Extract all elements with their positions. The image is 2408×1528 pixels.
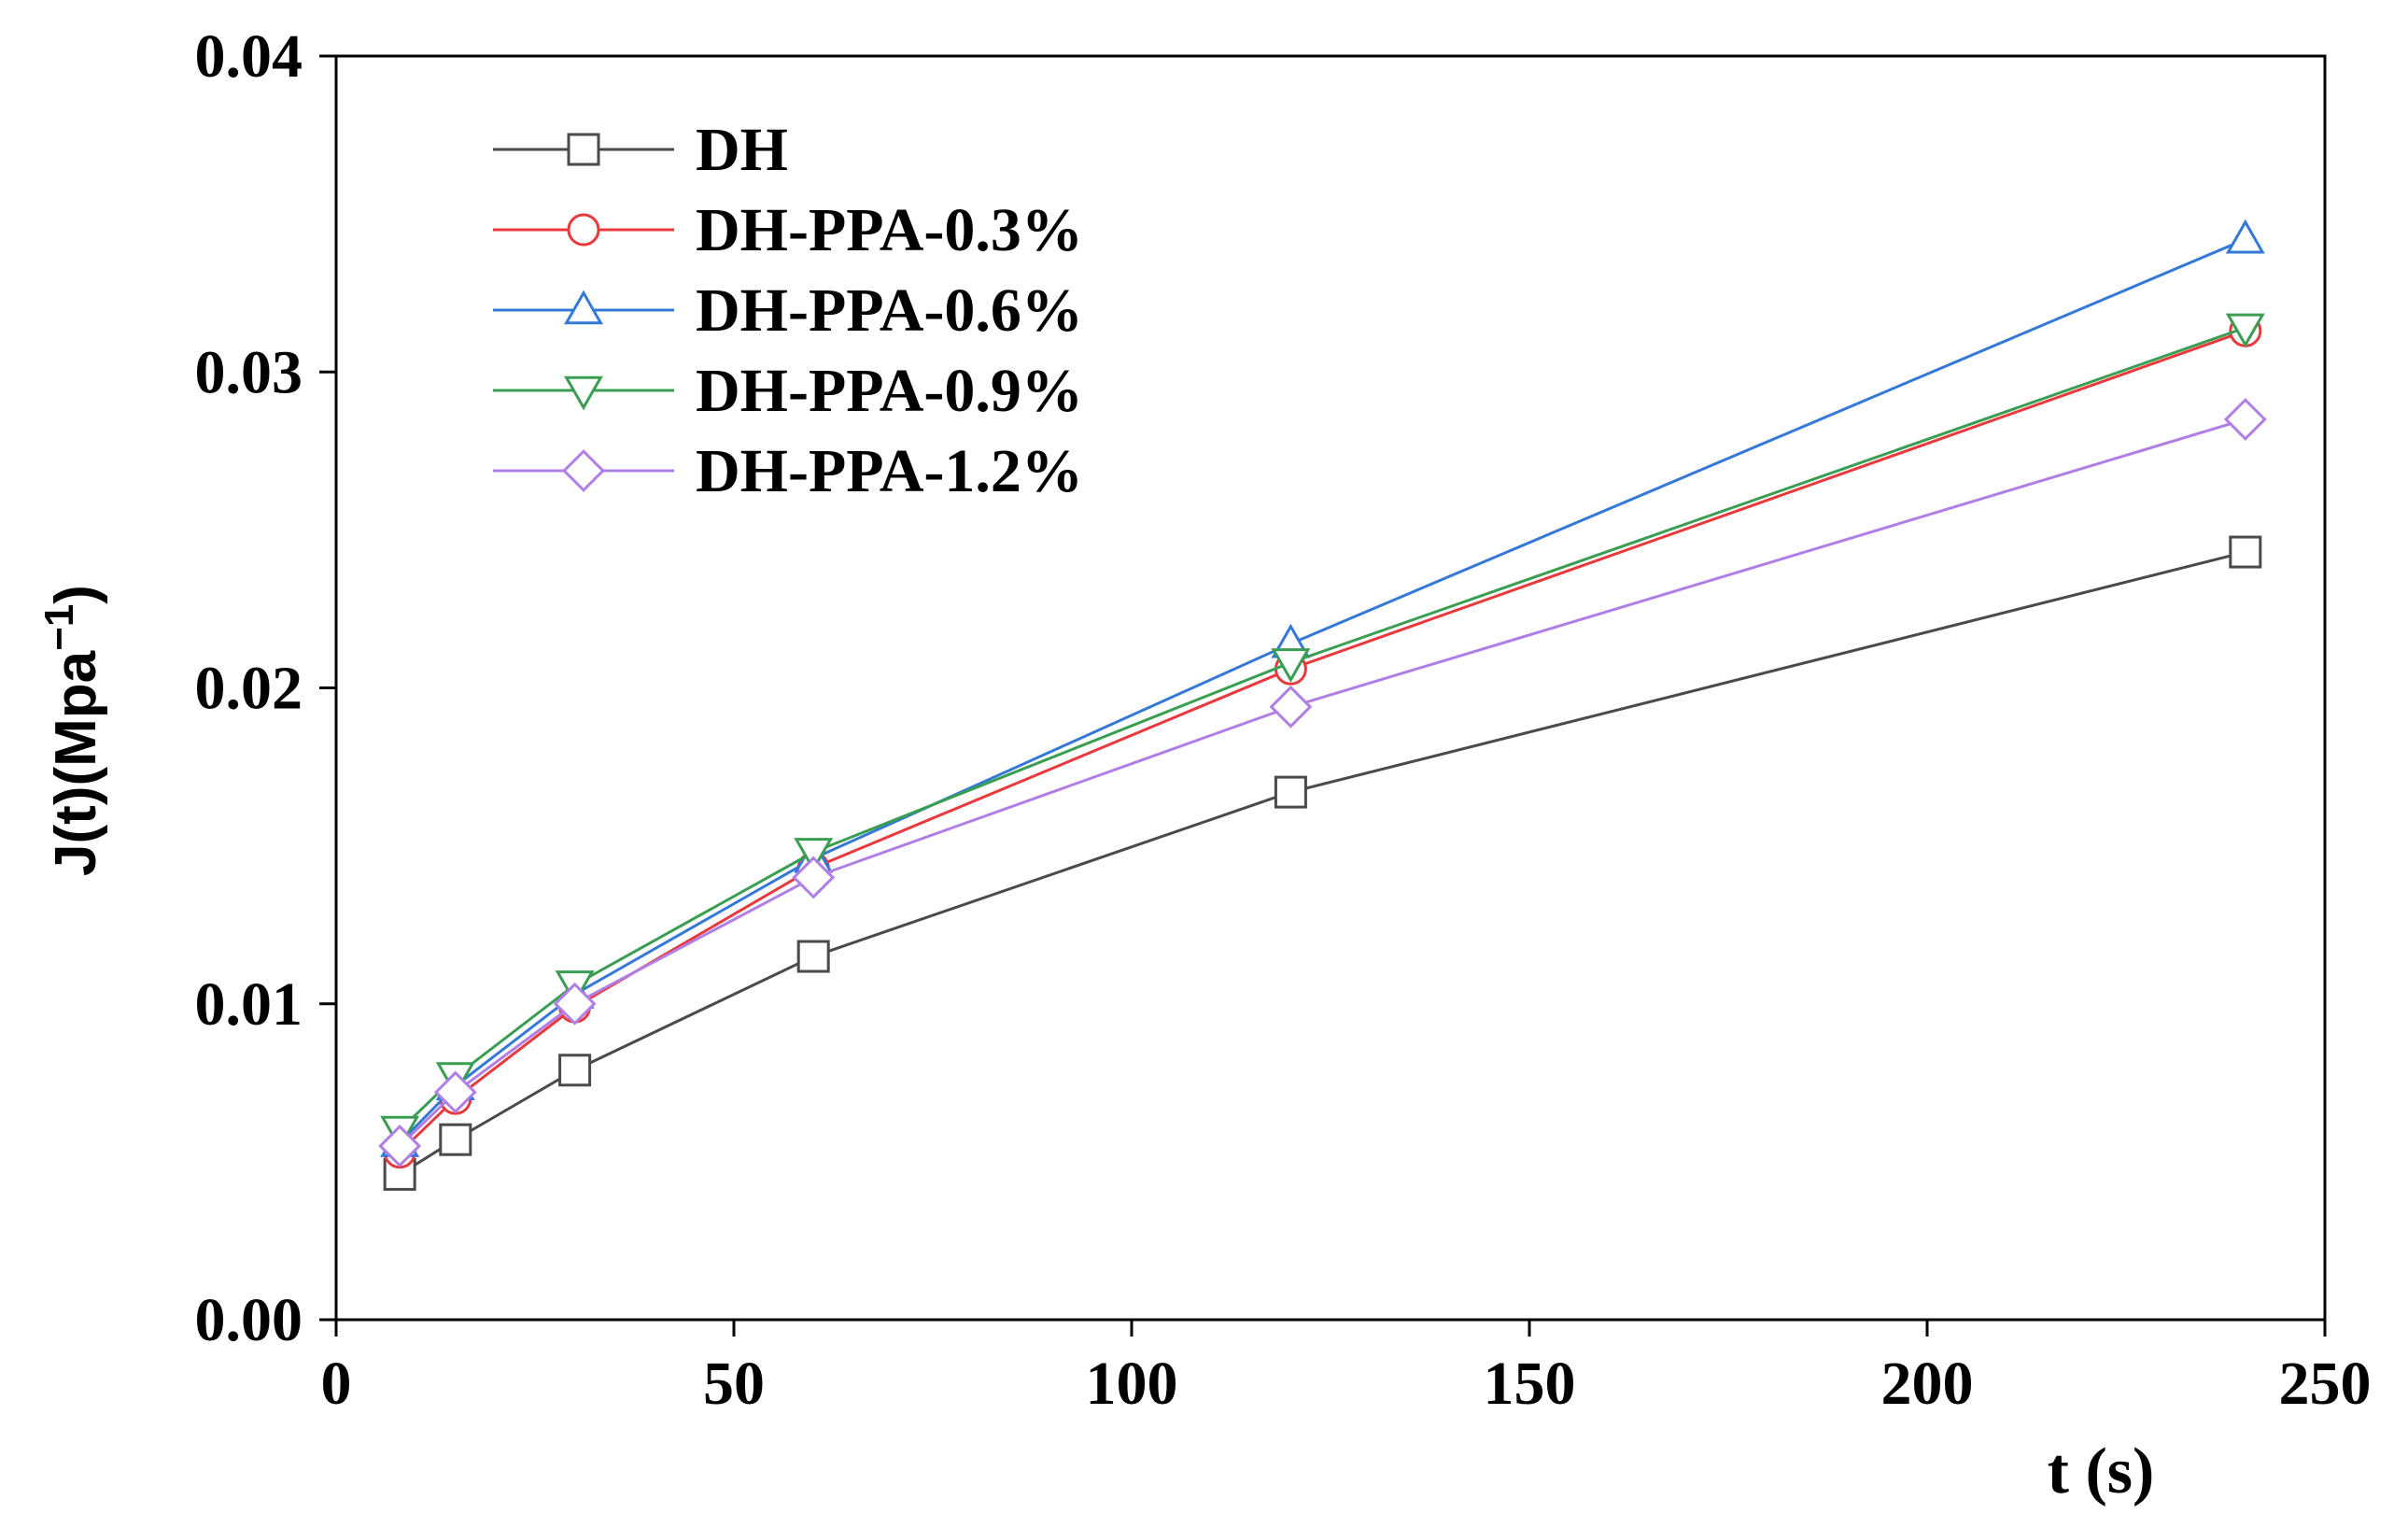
y-axis-title-main: J(t)(Mpa	[44, 650, 108, 876]
x-tick-label: 200	[1881, 1350, 1974, 1418]
data-point	[2225, 219, 2265, 254]
legend-item: DH-PPA-0.6%	[493, 276, 1083, 345]
x-tick-label: 0	[321, 1350, 352, 1418]
series-dh-ppa-0-6-	[380, 219, 2265, 1157]
y-tick-label: 0.00	[195, 1286, 303, 1354]
legend-label: DH	[696, 116, 788, 184]
data-point	[378, 1125, 422, 1167]
data-point	[553, 982, 597, 1026]
y-axis-title-superscript: −1	[36, 604, 82, 651]
series-dh-ppa-0-9-	[380, 313, 2265, 1151]
data-point	[796, 940, 830, 973]
data-point	[433, 1070, 477, 1114]
series-dh-ppa-0-3-	[383, 314, 2262, 1169]
legend-label: DH-PPA-1.2%	[696, 437, 1083, 505]
legend-item: DH	[493, 116, 788, 184]
y-axis-title: J(t)(Mpa−1)	[36, 585, 108, 876]
data-point	[1274, 775, 1307, 809]
data-point	[439, 1123, 472, 1156]
legend-marker	[564, 290, 603, 325]
y-axis-title-close: )	[44, 585, 108, 604]
series-line	[399, 550, 2246, 1176]
series-line	[399, 237, 2246, 1144]
x-tick-label: 250	[2279, 1350, 2372, 1418]
data-point	[2229, 535, 2262, 569]
data-point	[558, 1054, 592, 1087]
data-point	[1269, 685, 1313, 729]
legend-item: DH-PPA-1.2%	[493, 437, 1083, 505]
legend: DH DH-PPA-0.3% DH-PPA-0.6% DH-PPA-0.9% DH-PP…	[493, 116, 1083, 505]
legend-label: DH-PPA-0.9%	[696, 357, 1083, 425]
legend-marker	[562, 449, 605, 492]
x-tick-label: 150	[1484, 1350, 1576, 1418]
series-layer	[378, 219, 2267, 1191]
data-point	[1271, 648, 1311, 683]
legend-item: DH-PPA-0.9%	[493, 357, 1083, 425]
y-tick-label: 0.02	[195, 655, 303, 723]
legend-label: DH-PPA-0.6%	[696, 276, 1083, 345]
data-point	[2223, 398, 2267, 441]
data-point	[792, 856, 836, 899]
axes: 0 50 100 150 200 250 0.00 0.01 0.02 0.03 0.04	[195, 22, 2372, 1418]
legend-marker	[564, 375, 603, 411]
series-dh-ppa-1-2-	[378, 398, 2267, 1167]
legend-label: DH-PPA-0.3%	[696, 196, 1083, 264]
legend-marker	[567, 133, 600, 166]
data-point	[794, 838, 834, 872]
y-tick-label: 0.03	[195, 338, 303, 406]
series-line	[399, 326, 2246, 1132]
y-tick-label: 0.04	[195, 22, 303, 91]
plot-frame	[334, 54, 2327, 1322]
series-dh	[383, 535, 2262, 1191]
x-tick-label: 50	[703, 1350, 765, 1418]
legend-item: DH-PPA-0.3%	[493, 196, 1083, 264]
series-line	[399, 417, 2246, 1148]
legend-marker	[567, 213, 600, 247]
data-point	[2225, 313, 2265, 348]
x-axis-title: t (s)	[2048, 1436, 2155, 1507]
x-tick-label: 100	[1086, 1350, 1178, 1418]
series-line	[399, 329, 2246, 1153]
y-tick-label: 0.01	[195, 970, 303, 1039]
